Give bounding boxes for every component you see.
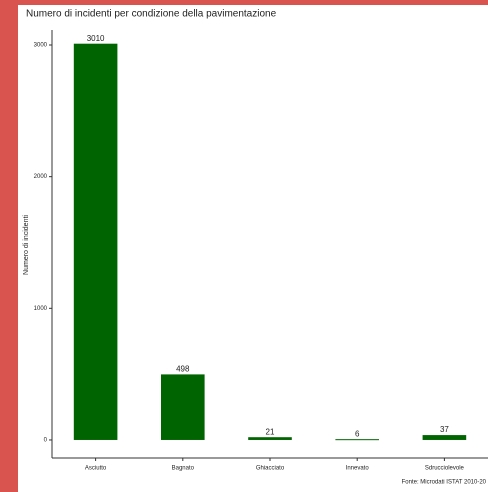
y-axis-label: Numero di incidenti xyxy=(23,215,30,275)
bar xyxy=(248,437,292,440)
x-tick-label: Bagnato xyxy=(172,466,195,472)
bar xyxy=(161,374,205,440)
value-label: 6 xyxy=(355,429,360,438)
bar xyxy=(335,439,379,441)
value-label: 37 xyxy=(440,425,449,434)
x-tick-label: Ghiacciato xyxy=(256,466,285,472)
y-tick-label: 1000 xyxy=(34,306,48,312)
y-tick-label: 0 xyxy=(44,438,48,444)
chart-title: Numero di incidenti per condizione della… xyxy=(26,9,277,20)
y-tick-label: 3000 xyxy=(34,43,48,49)
x-tick-label: Sdrucciolevole xyxy=(425,466,465,472)
bar xyxy=(422,435,467,440)
y-tick-label: 2000 xyxy=(34,174,48,180)
value-label: 498 xyxy=(176,365,190,374)
value-label: 21 xyxy=(266,427,275,436)
value-label: 3010 xyxy=(87,34,105,43)
x-tick-label: Innevato xyxy=(346,466,370,472)
caption: Fonte: Microdati ISTAT 2010-20 xyxy=(402,480,487,486)
bar xyxy=(73,43,118,440)
x-tick-label: Asciutto xyxy=(85,466,107,472)
